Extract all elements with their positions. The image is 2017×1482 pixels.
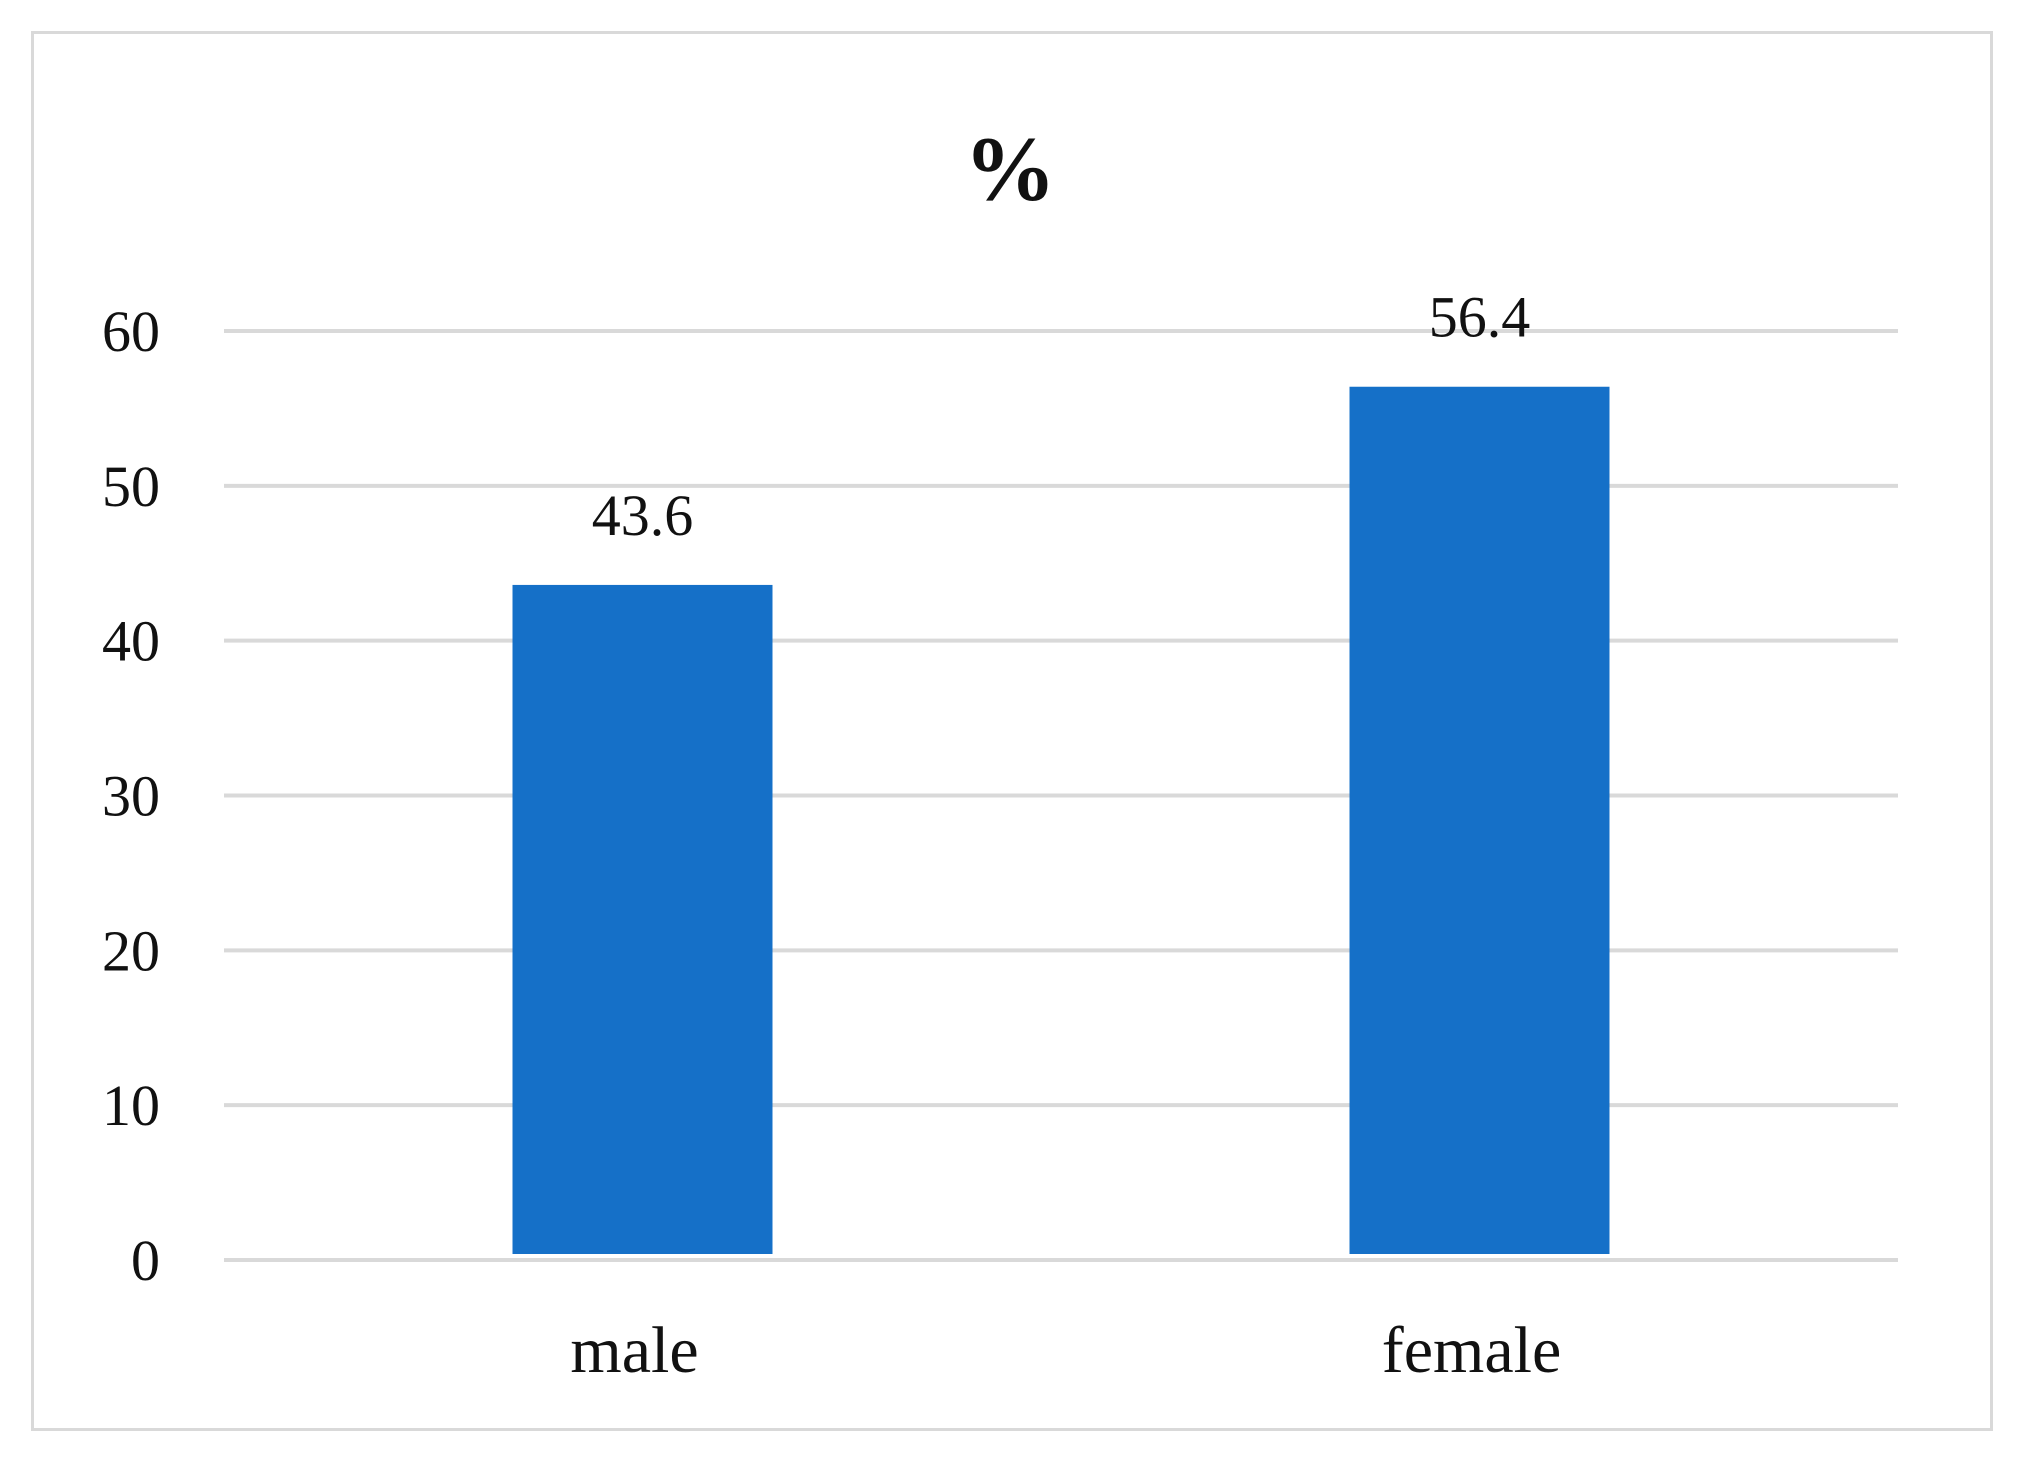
category-label-female: female bbox=[1382, 1314, 1562, 1387]
gridlines bbox=[224, 329, 1898, 1262]
data-label-male: 43.6 bbox=[592, 483, 694, 548]
data-label-female: 56.4 bbox=[1429, 285, 1531, 350]
y-tick-label: 0 bbox=[131, 1228, 160, 1293]
y-tick-label: 20 bbox=[102, 918, 160, 983]
y-axis-ticks: 0 10 20 30 40 50 60 bbox=[102, 299, 160, 1293]
chart-title: % bbox=[964, 118, 1056, 220]
bar-female bbox=[1349, 386, 1610, 1254]
data-labels: 43.6 56.4 bbox=[592, 285, 1531, 548]
y-tick-label: 40 bbox=[102, 609, 160, 674]
y-tick-label: 30 bbox=[102, 764, 160, 829]
category-label-male: male bbox=[570, 1314, 698, 1387]
y-tick-label: 60 bbox=[102, 299, 160, 364]
x-axis-categories: male female bbox=[570, 1314, 1561, 1387]
chart-frame bbox=[31, 31, 1993, 1431]
bar-male bbox=[512, 584, 773, 1254]
bars bbox=[512, 386, 1610, 1254]
y-tick-label: 10 bbox=[102, 1073, 160, 1138]
y-tick-label: 50 bbox=[102, 454, 160, 519]
